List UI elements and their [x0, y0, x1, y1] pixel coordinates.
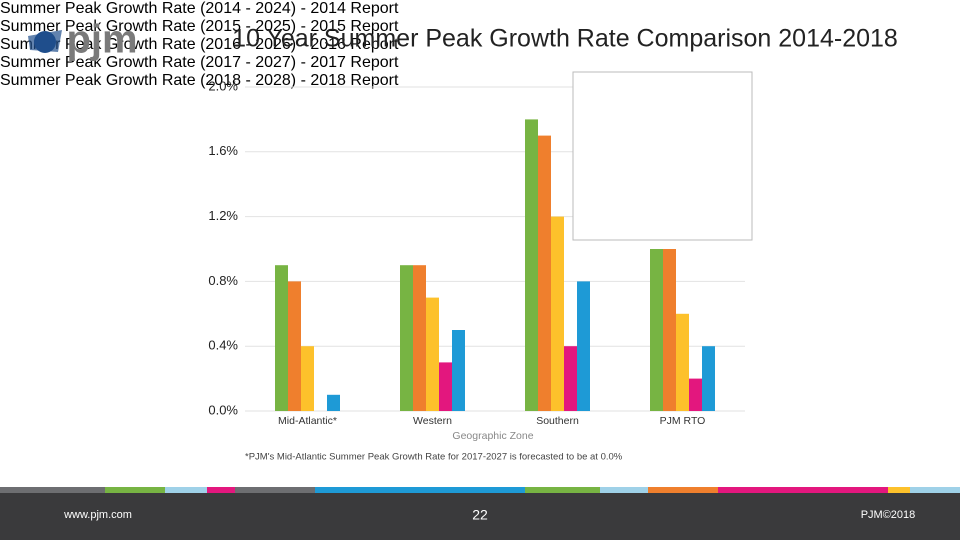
grid	[245, 86, 745, 412]
copyright: PJM©2018	[861, 509, 916, 521]
bar	[413, 265, 426, 411]
bar	[676, 313, 689, 411]
x-tick-label: Western	[413, 415, 452, 427]
bar	[702, 346, 715, 411]
bar	[650, 249, 663, 411]
bar	[288, 281, 301, 411]
bar	[564, 346, 577, 411]
footnote: *PJM's Mid-Atlantic Summer Peak Growth R…	[245, 452, 623, 463]
slide-title: 10 Year Summer Peak Growth Rate Comparis…	[232, 25, 898, 53]
legend-label: Summer Peak Growth Rate (2014 - 2024) - …	[0, 0, 399, 17]
bar	[538, 135, 551, 411]
legend-label: Summer Peak Growth Rate (2016 - 2026) - …	[0, 36, 399, 53]
legend-item: Summer Peak Growth Rate (2015 - 2025) - …	[0, 18, 960, 36]
bar	[426, 297, 439, 411]
bar	[400, 265, 413, 411]
y-tick-label: 2.0%	[208, 78, 238, 93]
bar	[301, 346, 314, 411]
color-stripe	[0, 487, 960, 493]
logo: pjm	[66, 18, 137, 62]
bar	[689, 378, 702, 411]
y-tick-label: 1.6%	[208, 143, 238, 158]
bar	[577, 281, 590, 411]
legend-box	[572, 71, 753, 241]
page-number: 22	[472, 507, 488, 523]
legend-label: Summer Peak Growth Rate (2018 - 2028) - …	[0, 72, 399, 89]
bar	[452, 330, 465, 411]
legend-item: Summer Peak Growth Rate (2016 - 2026) - …	[0, 36, 960, 54]
bar	[551, 216, 564, 411]
bar	[439, 362, 452, 411]
legend-item: Summer Peak Growth Rate (2017 - 2027) - …	[0, 54, 960, 72]
y-tick-label: 1.2%	[208, 208, 238, 223]
legend-label: Summer Peak Growth Rate (2017 - 2027) - …	[0, 54, 399, 71]
legend-item: Summer Peak Growth Rate (2014 - 2024) - …	[0, 0, 960, 18]
legend-label: Summer Peak Growth Rate (2015 - 2025) - …	[0, 18, 399, 35]
website: www.pjm.com	[63, 509, 132, 521]
x-tick-label: PJM RTO	[660, 415, 706, 427]
x-axis-label: Geographic Zone	[452, 430, 533, 442]
y-tick-label: 0.8%	[208, 273, 238, 288]
bar	[525, 119, 538, 412]
y-tick-label: 0.4%	[208, 338, 238, 353]
x-tick-label: Southern	[536, 415, 579, 427]
x-tick-label: Mid-Atlantic*	[278, 415, 337, 427]
footer-bar	[0, 493, 960, 540]
y-tick-label: 0.0%	[208, 402, 238, 417]
bar	[327, 394, 340, 411]
bar	[663, 249, 676, 411]
legend-item: Summer Peak Growth Rate (2018 - 2028) - …	[0, 72, 960, 90]
bar	[275, 265, 288, 411]
logo-mark	[28, 30, 62, 53]
